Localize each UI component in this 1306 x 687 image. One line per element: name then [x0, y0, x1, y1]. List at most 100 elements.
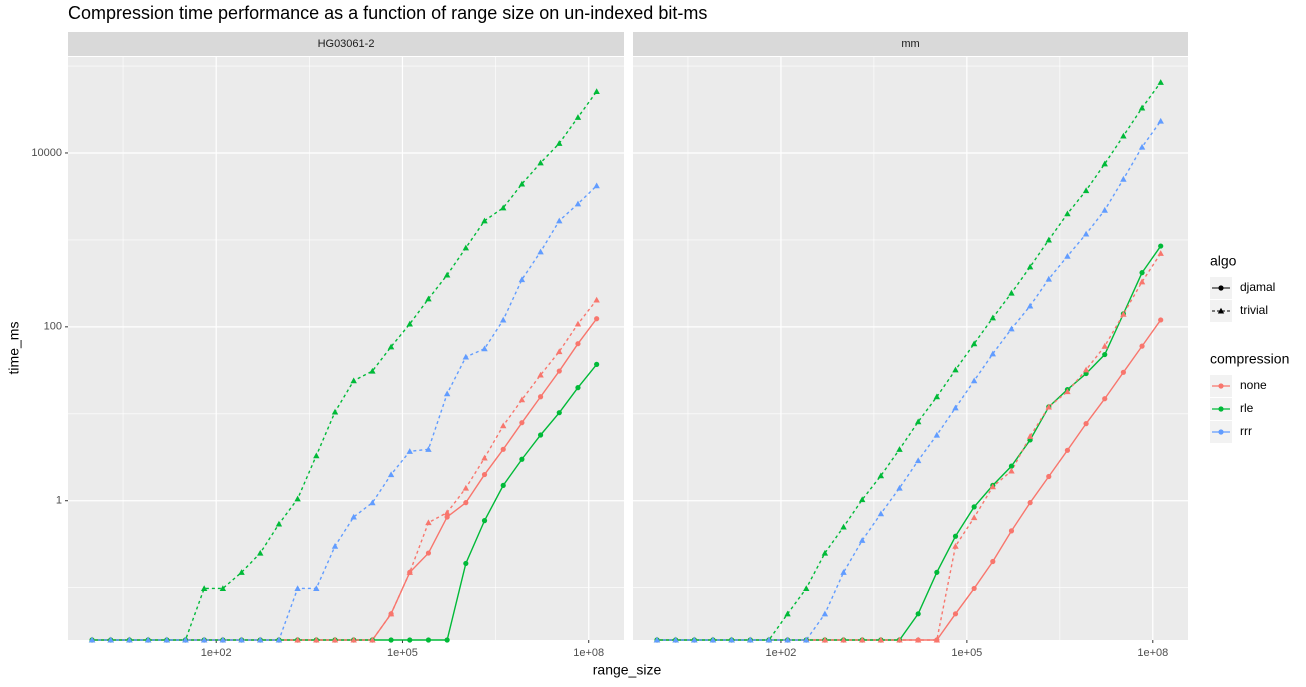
point	[989, 350, 997, 357]
point	[556, 217, 563, 224]
point	[425, 446, 432, 452]
point	[407, 637, 413, 643]
point	[313, 452, 320, 459]
point	[1102, 396, 1108, 402]
point	[1026, 302, 1034, 309]
point	[425, 637, 432, 643]
point	[425, 295, 432, 302]
point	[257, 549, 264, 556]
legend-label: rrr	[1240, 424, 1252, 438]
y-tick-label: 1	[56, 495, 62, 507]
point	[1157, 250, 1164, 256]
legend-title: algo	[1210, 253, 1237, 269]
point	[934, 569, 940, 575]
point	[443, 271, 451, 278]
x-tick-label: 1e+08	[1137, 647, 1168, 659]
point	[877, 472, 885, 479]
point	[970, 340, 978, 347]
point	[425, 519, 432, 526]
series-line	[657, 252, 1162, 641]
point	[803, 585, 810, 591]
point	[1157, 79, 1164, 85]
chart-title: Compression time performance as a functi…	[68, 3, 707, 23]
point	[952, 611, 959, 617]
point	[1082, 187, 1090, 194]
point	[821, 549, 829, 556]
point	[144, 636, 152, 643]
point	[859, 636, 866, 643]
point	[444, 637, 450, 643]
point	[593, 88, 600, 95]
x-tick-label: 1e+05	[387, 647, 418, 659]
point	[821, 610, 829, 617]
point	[952, 404, 959, 411]
point	[200, 585, 208, 591]
point	[387, 610, 395, 617]
point	[1027, 500, 1033, 506]
point	[556, 410, 562, 416]
strip	[633, 32, 1188, 56]
point	[406, 320, 413, 327]
point	[388, 637, 394, 643]
point	[1138, 143, 1146, 150]
point	[537, 248, 544, 255]
point	[537, 159, 544, 166]
point	[1101, 160, 1108, 167]
point	[1064, 447, 1071, 453]
point	[500, 482, 506, 489]
legend-marker	[1218, 383, 1224, 389]
point	[219, 585, 227, 591]
point	[952, 366, 959, 373]
point	[537, 394, 544, 400]
point	[990, 558, 996, 565]
point	[462, 244, 470, 251]
point	[1008, 467, 1015, 474]
point	[1008, 325, 1015, 332]
point	[1064, 388, 1071, 395]
point	[519, 420, 525, 426]
x-tick-label: 1e+02	[201, 647, 232, 659]
point	[859, 496, 866, 503]
point	[1082, 230, 1090, 237]
point	[519, 456, 525, 462]
point	[294, 495, 301, 502]
point	[672, 636, 679, 643]
point	[556, 348, 563, 355]
point	[933, 393, 941, 400]
legend-label: none	[1240, 378, 1267, 392]
point	[238, 636, 245, 643]
point	[1008, 463, 1015, 469]
point	[257, 636, 264, 643]
panel	[633, 57, 1188, 640]
point	[709, 636, 717, 643]
point	[896, 484, 903, 491]
strip	[68, 32, 624, 56]
point	[1045, 275, 1052, 282]
point	[462, 353, 470, 360]
point	[1101, 206, 1108, 213]
legend-marker	[1218, 285, 1224, 291]
point	[182, 636, 189, 643]
legend-marker	[1218, 406, 1224, 412]
strip-label: HG03061-2	[318, 38, 375, 50]
point	[1045, 236, 1052, 243]
y-axis-title: time_ms	[6, 322, 22, 375]
x-tick-label: 1e+05	[951, 647, 982, 659]
point	[1008, 289, 1015, 296]
point	[971, 504, 977, 510]
legend-label: rle	[1240, 401, 1254, 415]
point	[275, 636, 283, 643]
point	[1120, 310, 1127, 317]
point	[275, 520, 283, 527]
point	[518, 396, 526, 403]
point	[463, 500, 469, 506]
point	[481, 471, 488, 478]
point	[765, 636, 773, 643]
point	[369, 367, 376, 374]
point	[840, 569, 847, 575]
point	[952, 542, 959, 549]
point	[200, 636, 208, 643]
point	[840, 636, 847, 643]
point	[518, 180, 526, 187]
